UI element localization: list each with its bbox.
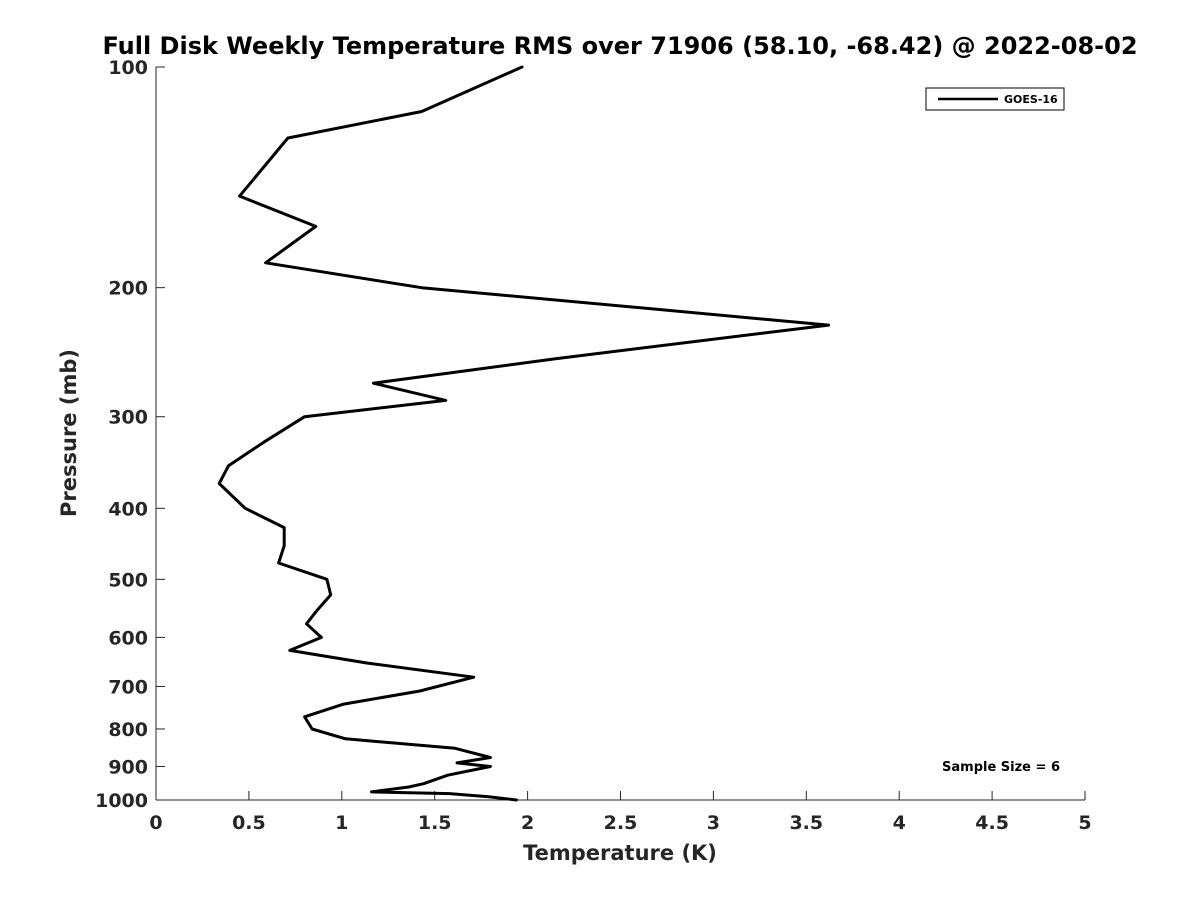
y-tick-label: 500 xyxy=(108,569,148,591)
x-tick-label: 2 xyxy=(521,812,534,834)
x-tick-label: 0.5 xyxy=(232,812,266,834)
x-tick-label: 1 xyxy=(335,812,348,834)
plot-area: 0 0.5 1 1.5 2 2.5 3 3.5 4 4.5 5 100 200 300 400 500 600 7… xyxy=(95,57,1092,834)
legend-label-goes-16: GOES-16 xyxy=(1004,93,1058,106)
y-tick-label: 600 xyxy=(108,627,148,649)
y-axis-label: Pressure (mb) xyxy=(57,349,81,517)
x-tick-label: 1.5 xyxy=(418,812,452,834)
x-tick-label: 5 xyxy=(1078,812,1091,834)
y-tick-label: 100 xyxy=(108,57,148,79)
legend: GOES-16 xyxy=(925,87,1065,111)
x-tick-label: 0 xyxy=(149,812,162,834)
y-tick-label: 1000 xyxy=(95,790,148,812)
sample-size-annotation: Sample Size = 6 xyxy=(942,760,1060,775)
y-tick-label: 800 xyxy=(108,719,148,741)
series-line-goes-16 xyxy=(217,65,831,802)
y-tick-label: 400 xyxy=(108,498,148,520)
y-tick-label: 300 xyxy=(108,407,148,429)
x-tick-label: 3.5 xyxy=(789,812,823,834)
y-tick-label: 700 xyxy=(108,676,148,698)
y-tick-label: 900 xyxy=(108,756,148,778)
x-tick-label: 3 xyxy=(707,812,720,834)
x-axis-label: Temperature (K) xyxy=(523,841,717,865)
x-tick-label: 2.5 xyxy=(604,812,638,834)
y-tick-label: 200 xyxy=(108,278,148,300)
chart-title: Full Disk Weekly Temperature RMS over 71… xyxy=(102,32,1137,60)
x-tick-label: 4 xyxy=(893,812,906,834)
x-tick-label: 4.5 xyxy=(975,812,1009,834)
